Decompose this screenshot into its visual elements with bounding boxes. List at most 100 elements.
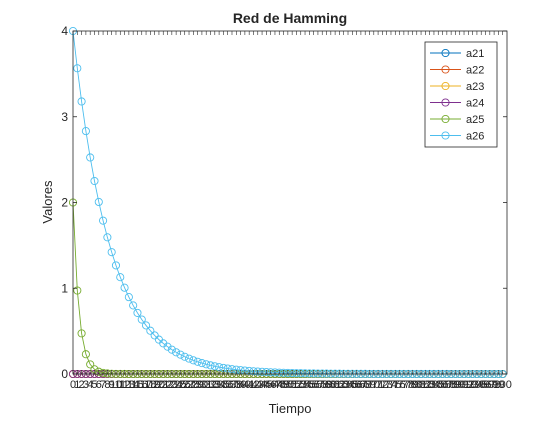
x-tick-label: 33 — [209, 379, 221, 391]
legend-marker-a23 — [441, 81, 450, 91]
data-point-a26 — [81, 127, 90, 136]
data-point-a25 — [86, 360, 95, 369]
x-tick-label: 5 — [91, 379, 97, 391]
data-point-a26 — [133, 308, 142, 317]
data-point-a26 — [253, 367, 262, 376]
x-tick-label: 66 — [350, 379, 362, 391]
x-tick-label: 83 — [424, 379, 436, 391]
x-tick-label: 24 — [170, 379, 182, 391]
x-tick-label: 74 — [385, 379, 397, 391]
legend: a21 a22 a23 a24 a25 a26 — [424, 41, 498, 148]
x-tick-label: 46 — [265, 379, 277, 391]
x-tick-label: 6 — [96, 379, 102, 391]
x-tick-label: 90 — [454, 379, 466, 391]
legend-label-a25: a25 — [466, 114, 484, 126]
x-tick-label: 28 — [187, 379, 199, 391]
x-tick-label: 68 — [359, 379, 371, 391]
x-tick-label: 78 — [402, 379, 414, 391]
data-point-a26 — [313, 369, 322, 378]
data-point-a25 — [77, 329, 86, 338]
x-tick-label: 15 — [131, 379, 143, 391]
x-tick-label: 59 — [320, 379, 332, 391]
x-tick-label: 62 — [333, 379, 345, 391]
x-tick-label: 17 — [140, 379, 152, 391]
data-point-a26 — [111, 261, 121, 270]
legend-label-a21: a21 — [466, 48, 484, 60]
x-tick-label: 96 — [479, 379, 491, 391]
x-tick-label: 1 — [74, 379, 80, 391]
y-tick-label: 4 — [61, 24, 68, 38]
data-point-a26 — [146, 326, 155, 335]
x-tick-label: 71 — [372, 379, 384, 391]
x-tick-label: 86 — [436, 379, 448, 391]
x-tick-label: 88 — [445, 379, 457, 391]
data-point-a25 — [81, 350, 90, 359]
x-tick-label: 72 — [376, 379, 388, 391]
legend-label-a23: a23 — [466, 81, 484, 93]
data-point-a26 — [202, 360, 211, 369]
x-tick-label: 10 — [110, 379, 122, 391]
data-point-a26 — [116, 273, 125, 282]
legend-label-a26: a26 — [466, 131, 484, 143]
data-point-a26 — [279, 368, 288, 377]
data-point-a26 — [266, 368, 275, 377]
x-tick-label: 40 — [239, 379, 251, 391]
data-point-a26 — [94, 197, 103, 207]
data-point-a26 — [283, 368, 292, 377]
legend-box — [424, 41, 498, 148]
x-tick-label: 79 — [406, 379, 418, 391]
data-point-a26 — [193, 357, 202, 366]
x-tick-label: 8 — [104, 379, 110, 391]
x-tick-label: 23 — [166, 379, 178, 391]
x-tick-label: 53 — [295, 379, 307, 391]
x-tick-label: 26 — [179, 379, 191, 391]
data-point-a26 — [270, 368, 280, 377]
data-point-a26 — [197, 359, 206, 368]
x-tick-label: 58 — [316, 379, 328, 391]
x-tick-label: 48 — [273, 379, 285, 391]
legend-label-a24: a24 — [466, 98, 484, 110]
x-tick-label: 44 — [256, 379, 268, 391]
data-point-a26 — [206, 361, 215, 370]
data-point-a26 — [73, 64, 82, 73]
x-tick-label: 41 — [243, 379, 255, 391]
x-tick-label: 82 — [419, 379, 431, 391]
x-tick-label: 55 — [303, 379, 315, 391]
x-tick-label: 56 — [308, 379, 320, 391]
x-tick-label: 7 — [100, 379, 106, 391]
legend-marker-a25 — [441, 114, 450, 124]
data-point-a26 — [86, 153, 95, 162]
x-tick-label: 85 — [432, 379, 444, 391]
legend-marker-a21 — [441, 48, 450, 58]
x-tick-label: 0 — [70, 379, 76, 391]
x-tick-label: 97 — [484, 379, 496, 391]
x-tick-label: 92 — [462, 379, 474, 391]
data-point-a25 — [99, 368, 108, 377]
x-tick-label: 22 — [161, 379, 173, 391]
x-tick-label: 14 — [127, 379, 139, 391]
x-tick-label: 63 — [338, 379, 350, 391]
data-point-a26 — [300, 369, 310, 378]
x-tick-label: 77 — [398, 379, 410, 391]
x-tick-label: 43 — [252, 379, 264, 391]
x-tick-label: 21 — [157, 379, 169, 391]
y-tick-label: 0 — [61, 367, 68, 381]
x-tick-label: 60 — [325, 379, 337, 391]
data-point-a25 — [103, 369, 112, 378]
data-point-a26 — [120, 283, 129, 292]
x-tick-label: 32 — [204, 379, 216, 391]
chart-title: Red de Hamming — [233, 10, 347, 26]
data-point-a26 — [172, 348, 181, 357]
x-tick-label: 35 — [217, 379, 229, 391]
x-tick-label: 50 — [282, 379, 294, 391]
data-point-a26 — [245, 366, 254, 375]
data-point-a26 — [176, 350, 185, 359]
x-tick-label: 81 — [415, 379, 427, 391]
x-tick-label: 45 — [260, 379, 272, 391]
y-tick-label: 2 — [61, 196, 68, 210]
x-tick-label: 70 — [368, 379, 380, 391]
data-point-a26 — [124, 293, 133, 302]
data-point-a26 — [296, 369, 305, 378]
data-point-a26 — [258, 367, 267, 376]
